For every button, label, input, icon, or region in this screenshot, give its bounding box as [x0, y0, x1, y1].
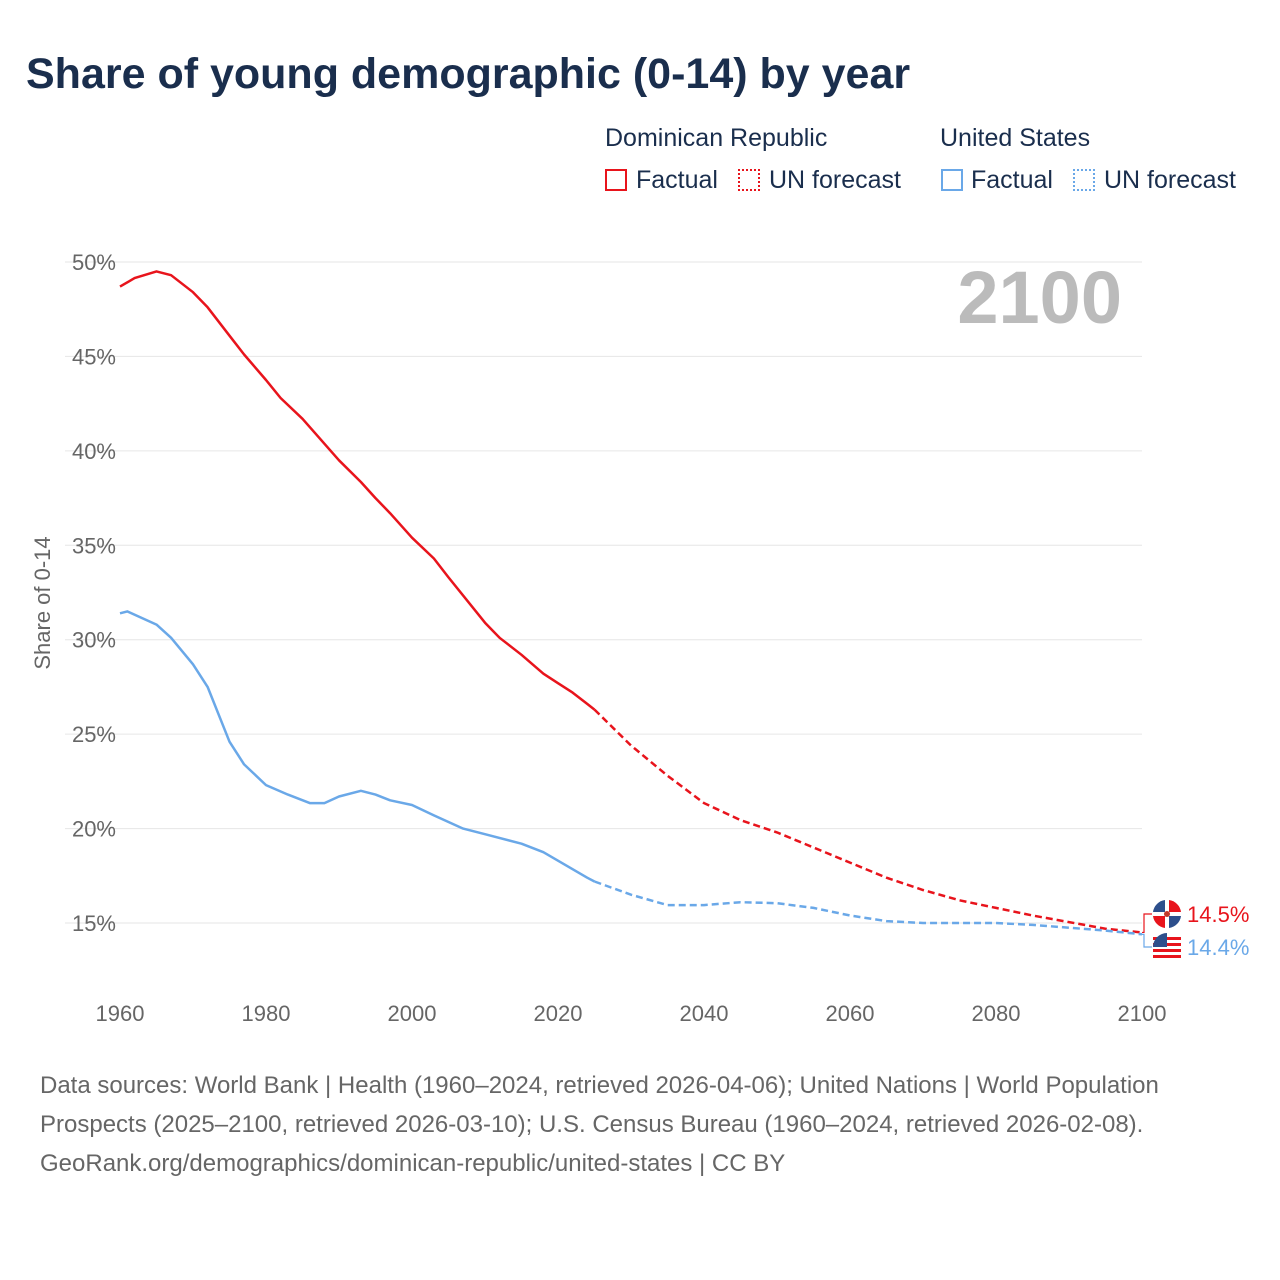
end-connector: [1142, 933, 1152, 948]
legend-label-us-factual[interactable]: Factual: [971, 166, 1053, 194]
chart-title: Share of young demographic (0-14) by yea…: [26, 50, 911, 98]
x-tick-label: 2060: [826, 1001, 875, 1026]
y-tick-label: 35%: [72, 533, 116, 558]
legend-label-dr-forecast[interactable]: UN forecast: [769, 166, 901, 194]
dr-factual-line: [119, 270, 596, 711]
x-tick-label: 2040: [680, 1001, 729, 1026]
current-year-label: 2100: [957, 256, 1122, 339]
x-tick-label: 2080: [972, 1001, 1021, 1026]
dr-forecast-line: [593, 708, 1143, 934]
y-axis-label: Share of 0-14: [30, 536, 55, 669]
us-forecast-line: [594, 880, 1143, 936]
us-flag-icon: [1153, 933, 1181, 961]
us-factual-line: [119, 610, 596, 883]
x-tick-label: 2100: [1118, 1001, 1167, 1026]
legend-group-dominican-republic: Dominican Republic: [605, 124, 828, 152]
y-tick-label: 25%: [72, 722, 116, 747]
y-tick-label: 15%: [72, 911, 116, 936]
end-value-label: 14.5%: [1187, 902, 1249, 927]
legend-label-dr-factual[interactable]: Factual: [636, 166, 718, 194]
y-tick-label: 40%: [72, 439, 116, 464]
legend-swatch-us-forecast: [1073, 169, 1095, 191]
data-sources: Data sources: World Bank | Health (1960–…: [40, 1072, 1159, 1138]
legend-group-united-states: United States: [940, 124, 1091, 152]
end-connector: [1142, 913, 1152, 934]
y-tick-label: 45%: [72, 344, 116, 369]
legend-swatch-us-factual: [941, 169, 963, 191]
footer: Data sources: World Bank | Health (1960–…: [40, 1066, 1230, 1183]
credit-link[interactable]: GeoRank.org/demographics/dominican-repub…: [40, 1150, 786, 1177]
y-tick-label: 20%: [72, 817, 116, 842]
x-tick-label: 2000: [388, 1001, 437, 1026]
legend-label-us-forecast[interactable]: UN forecast: [1104, 166, 1236, 194]
x-tick-label: 1980: [242, 1001, 291, 1026]
y-tick-label: 30%: [72, 628, 116, 653]
dr-flag-icon: [1153, 900, 1181, 928]
end-value-label: 14.4%: [1187, 935, 1249, 960]
x-tick-label: 2020: [534, 1001, 583, 1026]
legend-swatch-dr-forecast: [738, 169, 760, 191]
y-tick-label: 50%: [72, 250, 116, 275]
x-tick-label: 1960: [96, 1001, 145, 1026]
legend-swatch-dr-factual: [605, 169, 627, 191]
